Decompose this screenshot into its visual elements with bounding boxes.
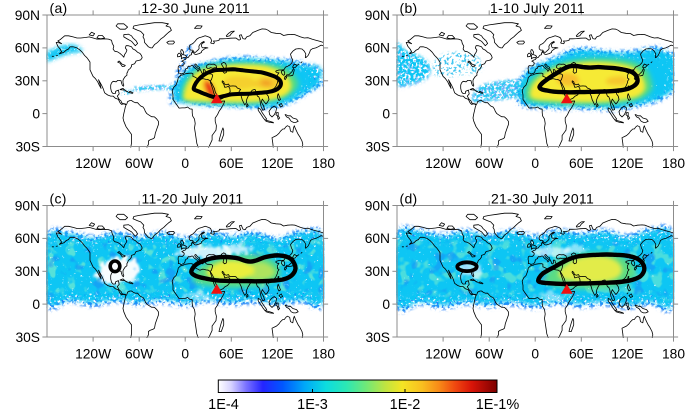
svg-text:1E-1%: 1E-1% [476, 397, 520, 413]
svg-text:180: 180 [312, 156, 335, 171]
svg-text:(d): (d) [400, 190, 418, 206]
svg-text:30S: 30S [365, 330, 390, 345]
svg-text:60W: 60W [475, 346, 503, 361]
svg-text:60N: 60N [365, 231, 390, 246]
svg-text:30N: 30N [365, 264, 390, 279]
svg-text:30S: 30S [365, 139, 390, 154]
svg-text:21-30 July 2011: 21-30 July 2011 [491, 191, 594, 207]
svg-text:90N: 90N [365, 8, 390, 23]
svg-text:11-20 July 2011: 11-20 July 2011 [141, 191, 243, 207]
svg-text:0: 0 [181, 346, 189, 361]
svg-text:60N: 60N [365, 41, 390, 56]
svg-text:30S: 30S [15, 330, 40, 345]
svg-text:0: 0 [382, 106, 390, 121]
svg-text:120E: 120E [611, 346, 643, 361]
svg-text:120E: 120E [261, 156, 293, 171]
svg-text:1E-4: 1E-4 [208, 397, 239, 413]
svg-text:90N: 90N [15, 198, 40, 213]
svg-text:30S: 30S [15, 139, 40, 154]
svg-text:60W: 60W [125, 156, 153, 171]
svg-text:120W: 120W [75, 346, 111, 361]
svg-text:1E-2: 1E-2 [390, 397, 421, 413]
svg-text:0: 0 [531, 346, 539, 361]
svg-text:60E: 60E [569, 156, 594, 171]
svg-text:120E: 120E [261, 346, 293, 361]
svg-text:60W: 60W [125, 346, 153, 361]
svg-text:180: 180 [662, 346, 685, 361]
svg-text:30N: 30N [15, 74, 40, 89]
svg-text:0: 0 [181, 156, 189, 171]
svg-text:120W: 120W [425, 156, 461, 171]
svg-text:60E: 60E [219, 346, 244, 361]
svg-text:30N: 30N [15, 264, 40, 279]
svg-text:(a): (a) [50, 0, 68, 16]
svg-text:1E-3: 1E-3 [297, 397, 328, 413]
svg-text:90N: 90N [15, 8, 40, 23]
svg-text:60N: 60N [15, 41, 40, 56]
svg-text:120W: 120W [425, 346, 461, 361]
svg-text:180: 180 [312, 346, 335, 361]
svg-text:(b): (b) [400, 0, 418, 16]
svg-text:120W: 120W [75, 156, 111, 171]
svg-text:180: 180 [662, 156, 685, 171]
svg-text:0: 0 [531, 156, 539, 171]
svg-text:0: 0 [32, 106, 40, 121]
svg-text:(c): (c) [50, 190, 67, 206]
svg-text:0: 0 [32, 297, 40, 312]
svg-text:60E: 60E [569, 346, 594, 361]
svg-text:30N: 30N [365, 74, 390, 89]
svg-text:60W: 60W [475, 156, 503, 171]
svg-text:90N: 90N [365, 198, 390, 213]
svg-text:0: 0 [382, 297, 390, 312]
svg-text:60E: 60E [219, 156, 244, 171]
svg-text:60N: 60N [15, 231, 40, 246]
svg-text:120E: 120E [611, 156, 643, 171]
svg-text:1-10 July 2011: 1-10 July 2011 [490, 0, 585, 16]
svg-text:12-30 June 2011: 12-30 June 2011 [141, 0, 250, 16]
